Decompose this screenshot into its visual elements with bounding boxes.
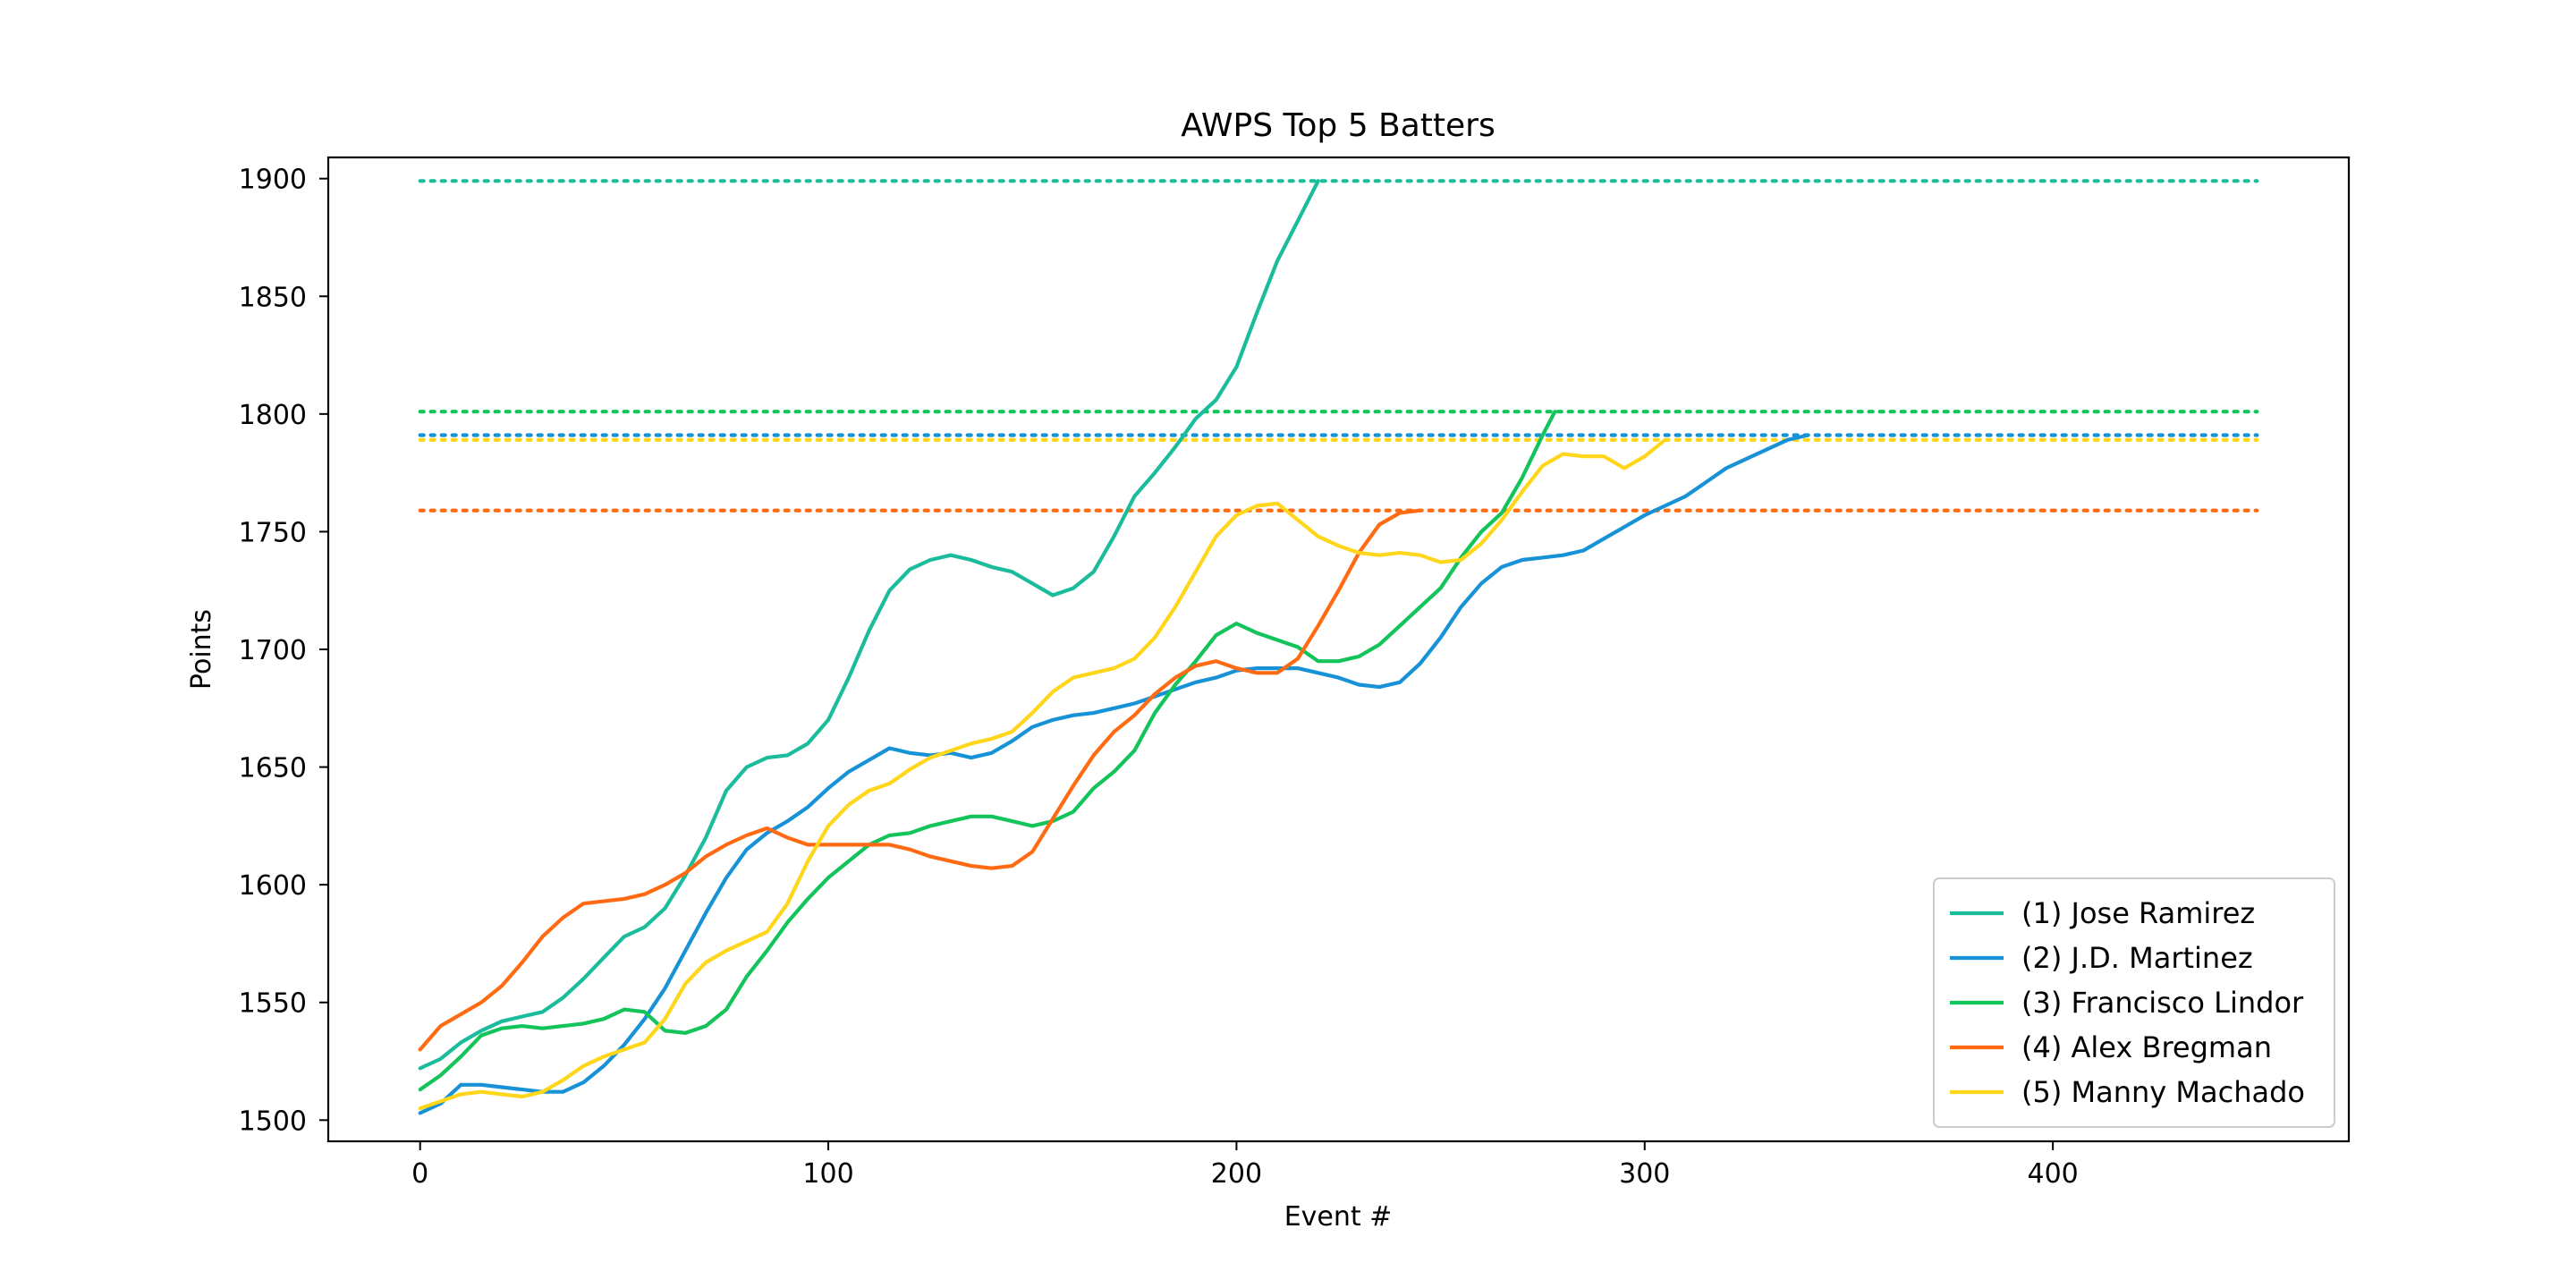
- y-tick-label: 1850: [239, 282, 307, 313]
- legend-label: (4) Alex Bregman: [2021, 1030, 2272, 1064]
- y-tick-label: 1550: [239, 988, 307, 1020]
- y-axis-label: Points: [186, 609, 217, 690]
- y-tick-label: 1900: [239, 165, 307, 196]
- x-axis: 0 100 200 300 400: [411, 1141, 2079, 1190]
- y-tick-label: 1700: [239, 635, 307, 666]
- x-tick-label: 100: [802, 1158, 853, 1190]
- legend-label: (3) Francisco Lindor: [2021, 986, 2304, 1020]
- legend-label: (5) Manny Machado: [2021, 1075, 2305, 1109]
- x-tick-label: 400: [2028, 1158, 2079, 1190]
- y-tick-label: 1650: [239, 753, 307, 784]
- series-line-2: [418, 433, 1810, 1115]
- x-axis-label: Event #: [1284, 1201, 1393, 1233]
- legend-label: (1) Jose Ramirez: [2021, 896, 2255, 930]
- series-lines: [418, 179, 1810, 1115]
- x-tick-label: 300: [1619, 1158, 1670, 1190]
- series-line-4: [418, 508, 1422, 1052]
- chart-title: AWPS Top 5 Batters: [1181, 107, 1496, 144]
- series-line-3: [418, 410, 1557, 1092]
- legend-label: (2) J.D. Martinez: [2021, 941, 2253, 975]
- y-tick-label: 1750: [239, 517, 307, 548]
- series-line-1: [418, 179, 1320, 1071]
- x-tick-label: 200: [1211, 1158, 1262, 1190]
- x-tick-label: 0: [411, 1158, 428, 1190]
- y-tick-label: 1800: [239, 400, 307, 431]
- series-line-5: [418, 437, 1667, 1111]
- legend-box: [1933, 877, 2335, 1128]
- y-tick-label: 1600: [239, 870, 307, 902]
- y-tick-label: 1500: [239, 1106, 307, 1137]
- legend: (1) Jose Ramirez (2) J.D. Martinez (3) Fra…: [1933, 877, 2335, 1128]
- y-axis: 1500 1550 1600 1650 1700 1750 1800 1850 1900: [239, 165, 328, 1137]
